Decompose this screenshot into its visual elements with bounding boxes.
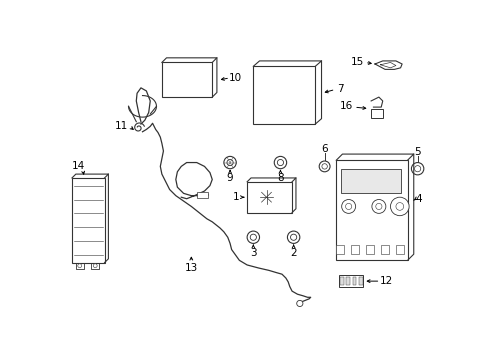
FancyBboxPatch shape (338, 275, 363, 287)
FancyBboxPatch shape (346, 277, 349, 285)
Circle shape (287, 231, 299, 243)
Circle shape (226, 159, 233, 166)
FancyBboxPatch shape (246, 182, 291, 213)
Circle shape (375, 203, 381, 210)
Circle shape (277, 159, 283, 166)
Text: 12: 12 (379, 276, 392, 286)
Circle shape (410, 163, 423, 175)
Text: 14: 14 (71, 161, 84, 171)
Text: 1: 1 (232, 192, 239, 202)
FancyBboxPatch shape (350, 245, 358, 254)
Circle shape (274, 156, 286, 169)
Text: 6: 6 (321, 144, 327, 154)
Text: 4: 4 (415, 194, 422, 204)
Text: 16: 16 (339, 101, 352, 111)
Circle shape (250, 234, 256, 240)
FancyBboxPatch shape (196, 192, 208, 198)
FancyBboxPatch shape (352, 277, 356, 285)
Text: 13: 13 (184, 263, 198, 273)
FancyBboxPatch shape (253, 66, 315, 124)
Circle shape (390, 197, 408, 216)
Text: 2: 2 (290, 248, 296, 258)
FancyBboxPatch shape (366, 245, 373, 254)
Circle shape (319, 161, 329, 172)
Circle shape (414, 166, 420, 172)
Circle shape (290, 234, 296, 240)
FancyBboxPatch shape (162, 62, 212, 97)
Circle shape (395, 203, 403, 210)
Circle shape (246, 231, 259, 243)
Circle shape (341, 199, 355, 213)
Text: 9: 9 (226, 173, 233, 183)
FancyBboxPatch shape (336, 160, 407, 260)
Circle shape (371, 199, 385, 213)
FancyBboxPatch shape (380, 245, 388, 254)
FancyBboxPatch shape (340, 170, 400, 193)
FancyBboxPatch shape (370, 109, 382, 118)
Circle shape (296, 300, 302, 307)
FancyBboxPatch shape (72, 178, 104, 263)
Text: 3: 3 (249, 248, 256, 258)
Text: 8: 8 (277, 173, 283, 183)
FancyBboxPatch shape (336, 245, 343, 254)
Circle shape (345, 203, 351, 210)
Circle shape (93, 264, 97, 267)
Text: 5: 5 (413, 147, 420, 157)
Text: 10: 10 (228, 73, 242, 83)
FancyBboxPatch shape (358, 277, 362, 285)
Circle shape (224, 156, 236, 169)
Circle shape (78, 264, 81, 267)
FancyBboxPatch shape (395, 245, 403, 254)
Text: 11: 11 (115, 121, 128, 131)
Circle shape (321, 164, 326, 169)
Text: 7: 7 (336, 84, 343, 94)
Text: 15: 15 (350, 57, 363, 67)
FancyBboxPatch shape (340, 277, 343, 285)
